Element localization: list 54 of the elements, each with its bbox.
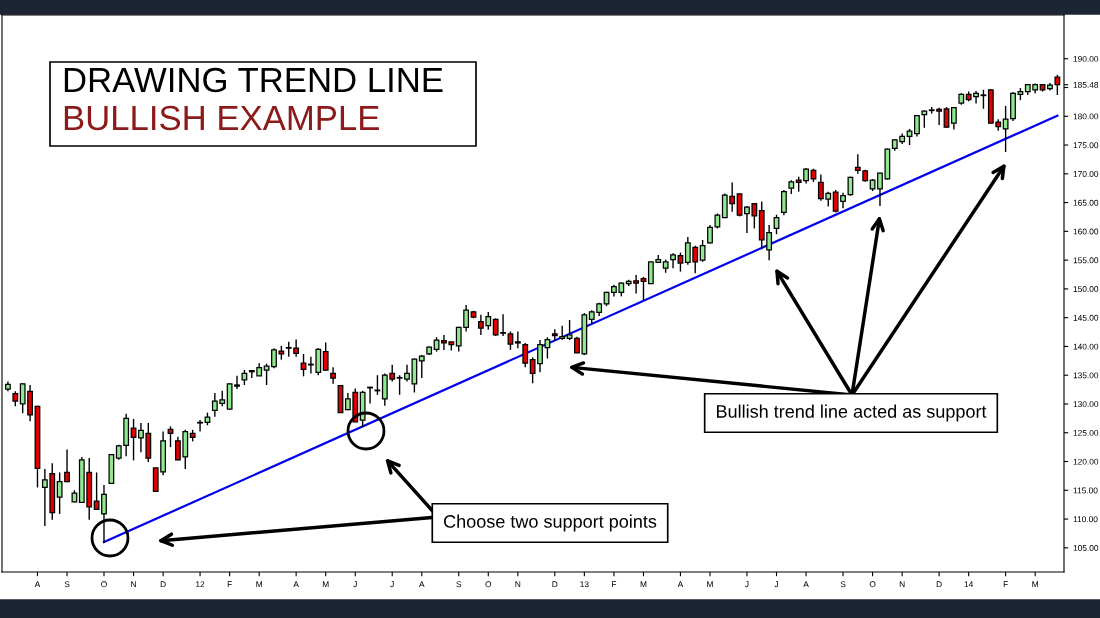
annotation: Choose two support points (444, 514, 657, 532)
x-tick-label: N (899, 581, 905, 588)
x-tick-label: F (227, 581, 232, 588)
y-tick-label: 120.00 (1073, 458, 1099, 465)
x-tick-label: A (419, 581, 425, 588)
x-tick-label: M (640, 581, 647, 588)
x-tick-label: D (160, 581, 166, 588)
x-tick-label: 14 (964, 581, 974, 588)
y-tick-label: 155.00 (1073, 257, 1099, 264)
y-tick-label: 145.00 (1073, 314, 1099, 321)
x-tick-label: O (869, 581, 876, 588)
y-tick-label: 130.00 (1073, 401, 1099, 408)
x-tick-label: M (707, 581, 713, 588)
y-tick-label: 150.00 (1073, 286, 1099, 292)
y-tick-label: 140.00 (1073, 343, 1099, 350)
x-tick-label: 12 (196, 581, 205, 588)
text: BULLISH EXAMPLE (64, 105, 379, 131)
annotation: Bullish trend line acted as support (716, 404, 987, 422)
y-tick-label: 125.00 (1073, 429, 1099, 436)
x-tick-label: 13 (580, 581, 589, 588)
x-tick-label: A (803, 581, 809, 588)
y-tick-label: 165.00 (1073, 199, 1099, 206)
y-tick-label: 105.00 (1073, 545, 1099, 551)
x-tick-label: A (293, 581, 299, 588)
x-tick-label: J (390, 581, 394, 588)
y-tick-label: 110.00 (1073, 516, 1098, 523)
y-tick-label: 190.00 (1073, 55, 1099, 62)
y-tick-label: 170.00 (1073, 171, 1099, 177)
x-tick-label: D (936, 581, 942, 588)
y-tick-label: 135.00 (1073, 372, 1099, 379)
text: DRAWING TREND LINE (64, 67, 443, 93)
y-tick-label: 160.00 (1073, 228, 1099, 235)
x-tick-label: J (353, 581, 357, 588)
x-tick-label: J (774, 581, 778, 588)
x-tick-label: O (101, 581, 107, 588)
y-tick-label: 175.00 (1073, 142, 1099, 149)
x-tick-label: N (131, 581, 136, 588)
x-tick-label: F (612, 581, 617, 588)
x-tick-label: J (745, 581, 749, 588)
x-tick-label: M (322, 581, 329, 588)
x-tick-label: M (1032, 581, 1038, 588)
x-tick-label: M (256, 581, 262, 588)
y-tick-label: 115.00 (1073, 487, 1098, 494)
x-tick-label: D (552, 581, 558, 588)
y-tick-label: 180.00 (1073, 113, 1099, 120)
y-tick-label: 185.48 (1073, 81, 1099, 88)
x-tick-label: A (677, 581, 684, 588)
x-tick-label: S (64, 581, 70, 588)
x-tick-label: O (485, 581, 492, 588)
x-tick-label: A (34, 581, 41, 588)
x-tick-label: F (1003, 581, 1008, 588)
x-tick-label: S (840, 581, 846, 588)
x-tick-label: S (456, 581, 462, 588)
x-tick-label: N (515, 581, 521, 588)
